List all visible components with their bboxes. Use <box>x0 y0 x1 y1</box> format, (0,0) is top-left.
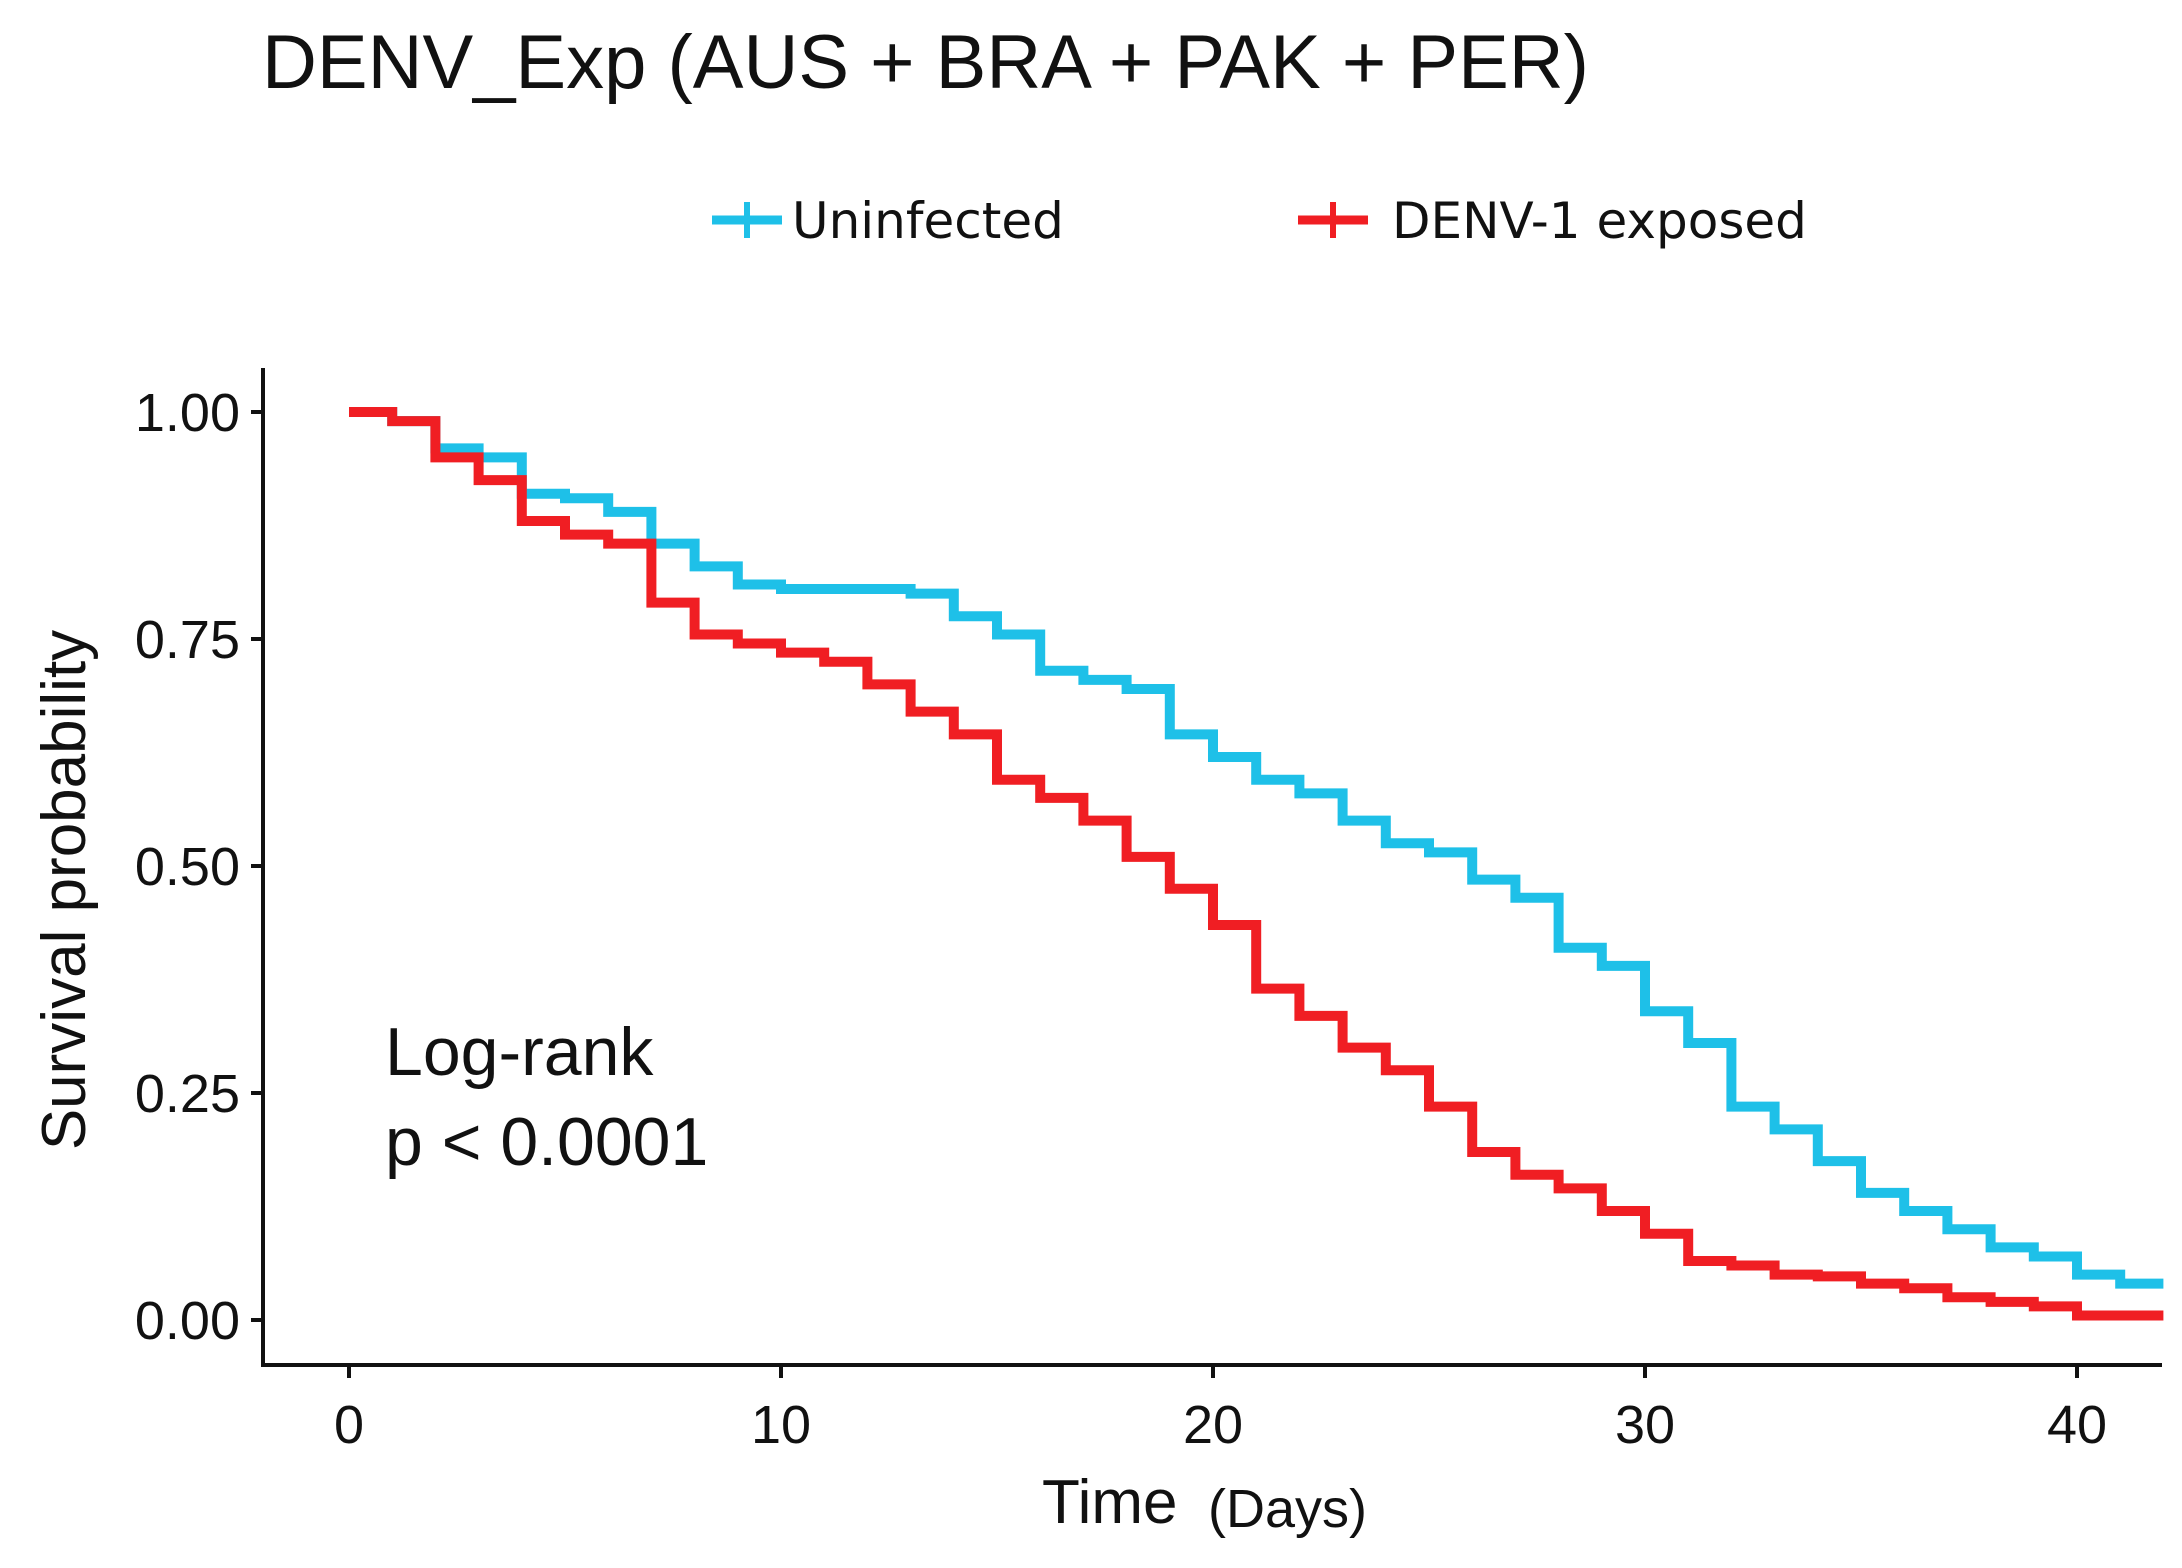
x-axis-ticks: 0 10 20 30 40 <box>334 1365 2107 1455</box>
x-tick-label: 10 <box>751 1395 811 1455</box>
plot-area: 0.00 0.25 0.50 0.75 1.00 0 10 20 30 40 <box>135 368 2164 1455</box>
y-axis-ticks: 0.00 0.25 0.50 0.75 1.00 <box>135 383 263 1351</box>
series-line-denv1-exposed <box>349 407 2164 1321</box>
x-tick-label: 30 <box>1615 1395 1675 1455</box>
annotation-line-1: Log-rank <box>385 1014 654 1090</box>
x-axis-label-main: Time <box>1042 1468 1177 1537</box>
logrank-annotation: Log-rank p < 0.0001 <box>385 1014 708 1180</box>
series-line-uninfected <box>349 407 2164 1289</box>
legend-label-denv1-exposed: DENV-1 exposed <box>1392 192 1807 250</box>
x-tick-label: 40 <box>2047 1395 2107 1455</box>
y-tick-label: 1.00 <box>135 383 240 443</box>
chart-title: DENV_Exp (AUS + BRA + PAK + PER) <box>262 20 1589 105</box>
legend-item-uninfected: Uninfected <box>712 192 1064 250</box>
y-tick-label: 0.25 <box>135 1064 240 1124</box>
y-tick-label: 0.75 <box>135 610 240 670</box>
x-tick-label: 20 <box>1183 1395 1243 1455</box>
y-axis-label: Survival probability <box>30 630 99 1150</box>
annotation-line-2: p < 0.0001 <box>385 1104 708 1180</box>
legend-item-denv1-exposed: DENV-1 exposed <box>1298 192 1807 250</box>
y-tick-label: 0.00 <box>135 1291 240 1351</box>
x-tick-label: 0 <box>334 1395 364 1455</box>
x-axis-label: Time (Days) <box>1042 1468 1367 1539</box>
legend: Uninfected DENV-1 exposed <box>712 192 1807 250</box>
legend-label-uninfected: Uninfected <box>792 192 1064 250</box>
y-tick-label: 0.50 <box>135 837 240 897</box>
series-layer <box>349 407 2164 1321</box>
x-axis-label-unit: (Days) <box>1208 1479 1367 1539</box>
